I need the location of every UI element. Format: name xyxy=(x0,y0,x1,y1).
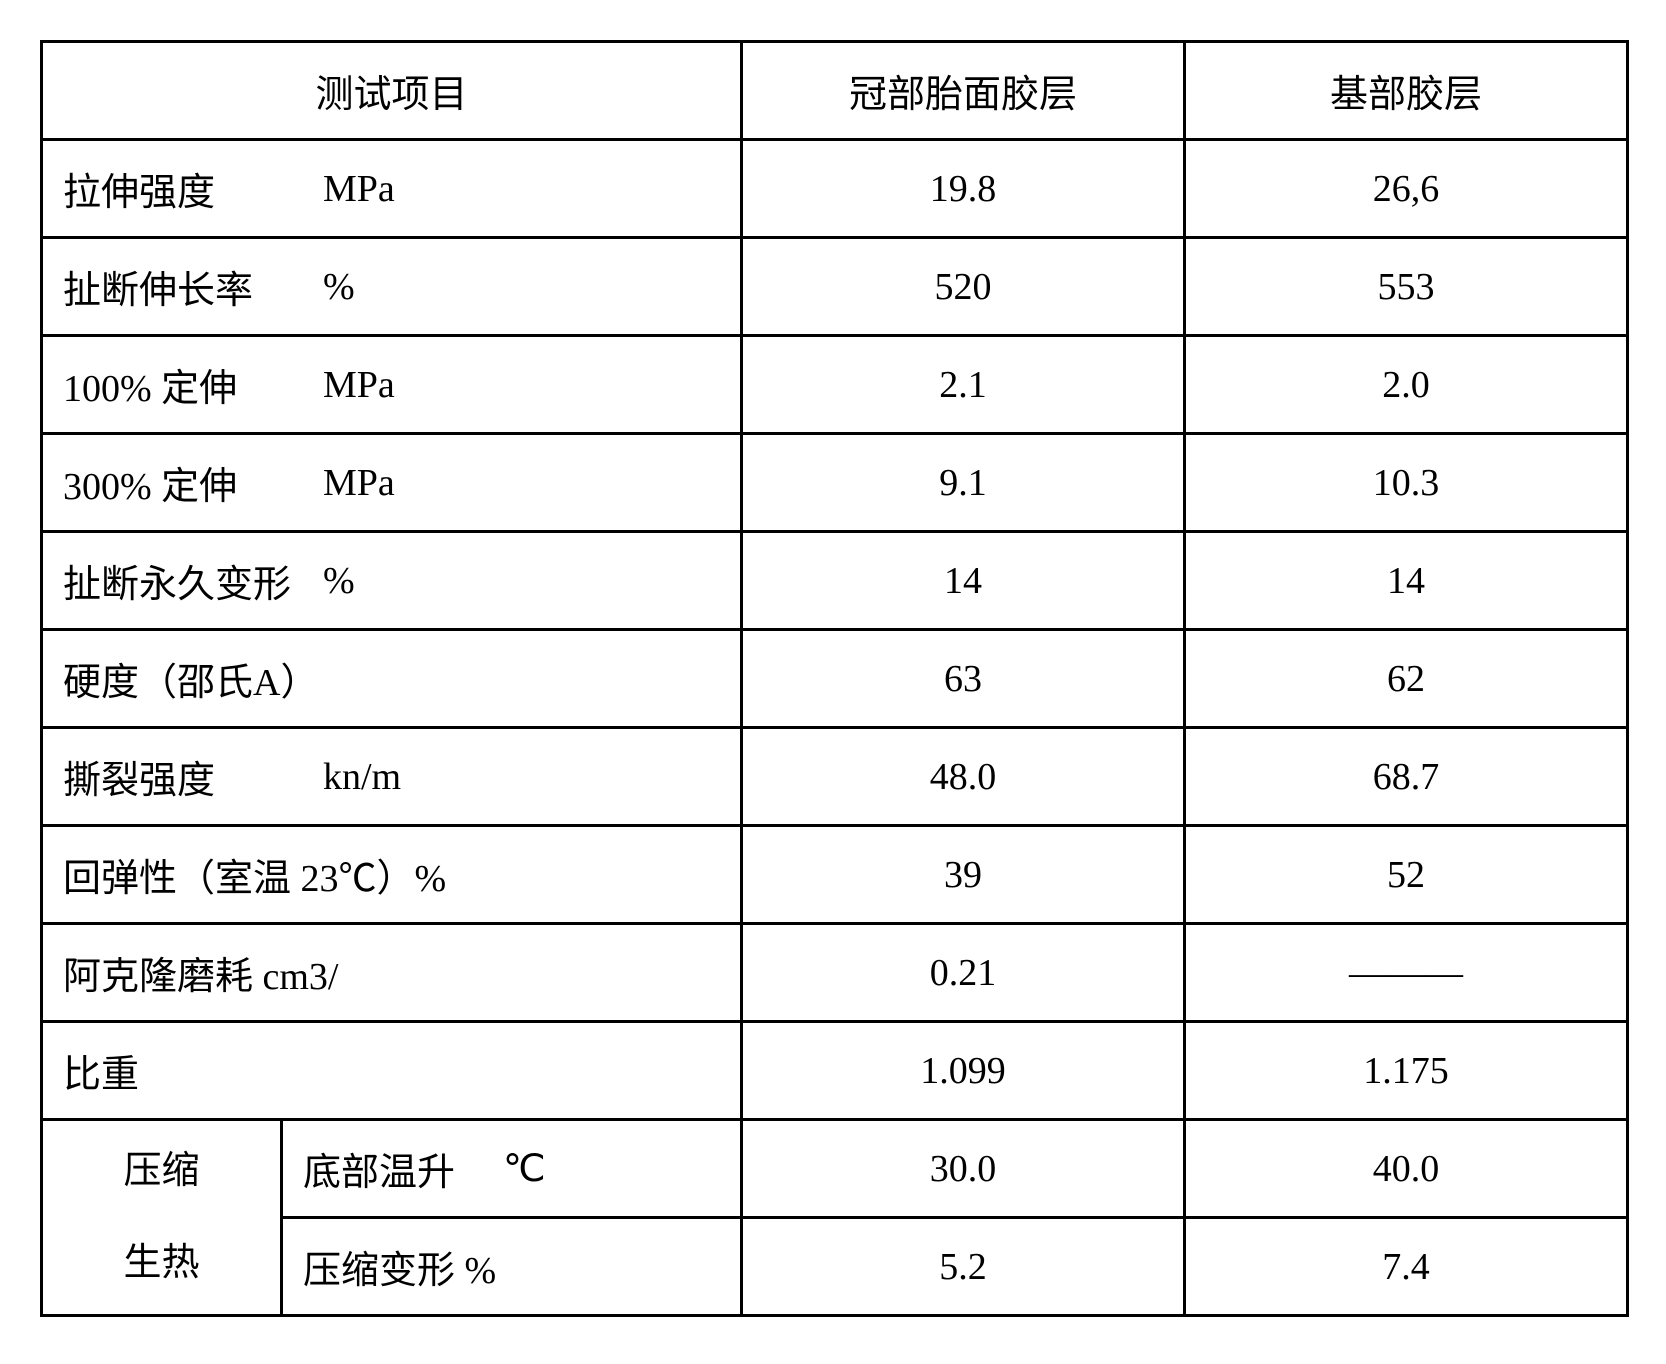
row-unit: MPa xyxy=(323,167,395,211)
row-v1: 1.099 xyxy=(742,1022,1185,1120)
row-v2: 14 xyxy=(1185,532,1628,630)
row-label: 扯断伸长率 % xyxy=(42,238,742,336)
row-v2: 10.3 xyxy=(1185,434,1628,532)
table-header-row: 测试项目 冠部胎面胶层 基部胶层 xyxy=(42,42,1628,140)
row-v2: ——— xyxy=(1185,924,1628,1022)
nested-v1: 5.2 xyxy=(742,1218,1185,1316)
row-v1: 9.1 xyxy=(742,434,1185,532)
row-v2: 52 xyxy=(1185,826,1628,924)
row-v1: 0.21 xyxy=(742,924,1185,1022)
table-row: 300% 定伸 MPa 9.1 10.3 xyxy=(42,434,1628,532)
nested-sub-label: 压缩变形 % xyxy=(282,1218,742,1316)
nested-group-label-line2: 生热 xyxy=(43,1218,280,1309)
header-col1: 冠部胎面胶层 xyxy=(742,42,1185,140)
row-v2: 62 xyxy=(1185,630,1628,728)
header-test-item: 测试项目 xyxy=(42,42,742,140)
row-name: 阿克隆磨耗 cm3/ xyxy=(63,945,338,1000)
row-v1: 520 xyxy=(742,238,1185,336)
table-row: 100% 定伸 MPa 2.1 2.0 xyxy=(42,336,1628,434)
nested-group-label-line1: 压缩 xyxy=(43,1126,280,1217)
row-v1: 19.8 xyxy=(742,140,1185,238)
row-label: 撕裂强度 kn/m xyxy=(42,728,742,826)
row-label: 硬度（邵氏A） xyxy=(42,630,742,728)
row-v1: 48.0 xyxy=(742,728,1185,826)
table-container: 测试项目 冠部胎面胶层 基部胶层 拉伸强度 MPa 19.8 26,6 xyxy=(40,40,1626,1317)
nested-group-label: 压缩 生热 xyxy=(42,1120,282,1316)
row-v1: 14 xyxy=(742,532,1185,630)
row-label: 拉伸强度 MPa xyxy=(42,140,742,238)
row-unit: % xyxy=(323,265,355,309)
table-row: 阿克隆磨耗 cm3/ 0.21 ——— xyxy=(42,924,1628,1022)
row-name: 回弹性（室温 23℃）% xyxy=(63,847,446,902)
table-row: 扯断永久变形 % 14 14 xyxy=(42,532,1628,630)
nested-v2: 7.4 xyxy=(1185,1218,1628,1316)
row-unit: kn/m xyxy=(323,755,401,799)
table-row: 比重 1.099 1.175 xyxy=(42,1022,1628,1120)
row-name: 比重 xyxy=(63,1043,323,1098)
row-v1: 2.1 xyxy=(742,336,1185,434)
row-name: 扯断永久变形 xyxy=(63,553,323,608)
table-row: 硬度（邵氏A） 63 62 xyxy=(42,630,1628,728)
row-unit: MPa xyxy=(323,363,395,407)
row-name: 撕裂强度 xyxy=(63,749,323,804)
table-row: 压缩 生热 底部温升 ℃ 30.0 40.0 xyxy=(42,1120,1628,1218)
row-v2: 553 xyxy=(1185,238,1628,336)
row-unit: % xyxy=(323,559,355,603)
nested-sub-name: 压缩变形 % xyxy=(303,1239,503,1294)
row-name: 硬度（邵氏A） xyxy=(63,651,323,706)
table-row: 拉伸强度 MPa 19.8 26,6 xyxy=(42,140,1628,238)
row-label: 比重 xyxy=(42,1022,742,1120)
nested-sub-label: 底部温升 ℃ xyxy=(282,1120,742,1218)
row-label: 扯断永久变形 % xyxy=(42,532,742,630)
row-v1: 39 xyxy=(742,826,1185,924)
nested-sub-name: 底部温升 xyxy=(303,1141,503,1196)
row-name: 100% 定伸 xyxy=(63,357,323,412)
row-v2: 68.7 xyxy=(1185,728,1628,826)
nested-v1: 30.0 xyxy=(742,1120,1185,1218)
properties-table: 测试项目 冠部胎面胶层 基部胶层 拉伸强度 MPa 19.8 26,6 xyxy=(40,40,1629,1317)
header-col2: 基部胶层 xyxy=(1185,42,1628,140)
nested-v2: 40.0 xyxy=(1185,1120,1628,1218)
row-label: 300% 定伸 MPa xyxy=(42,434,742,532)
table-row: 撕裂强度 kn/m 48.0 68.7 xyxy=(42,728,1628,826)
row-name: 扯断伸长率 xyxy=(63,259,323,314)
row-label: 回弹性（室温 23℃）% xyxy=(42,826,742,924)
row-unit: MPa xyxy=(323,461,395,505)
row-v2: 2.0 xyxy=(1185,336,1628,434)
row-v2: 26,6 xyxy=(1185,140,1628,238)
table-row: 回弹性（室温 23℃）% 39 52 xyxy=(42,826,1628,924)
row-label: 100% 定伸 MPa xyxy=(42,336,742,434)
row-name: 拉伸强度 xyxy=(63,161,323,216)
row-name: 300% 定伸 xyxy=(63,455,323,510)
row-label: 阿克隆磨耗 cm3/ xyxy=(42,924,742,1022)
nested-sub-unit: ℃ xyxy=(503,1146,546,1191)
row-v2: 1.175 xyxy=(1185,1022,1628,1120)
table-row: 扯断伸长率 % 520 553 xyxy=(42,238,1628,336)
row-v1: 63 xyxy=(742,630,1185,728)
